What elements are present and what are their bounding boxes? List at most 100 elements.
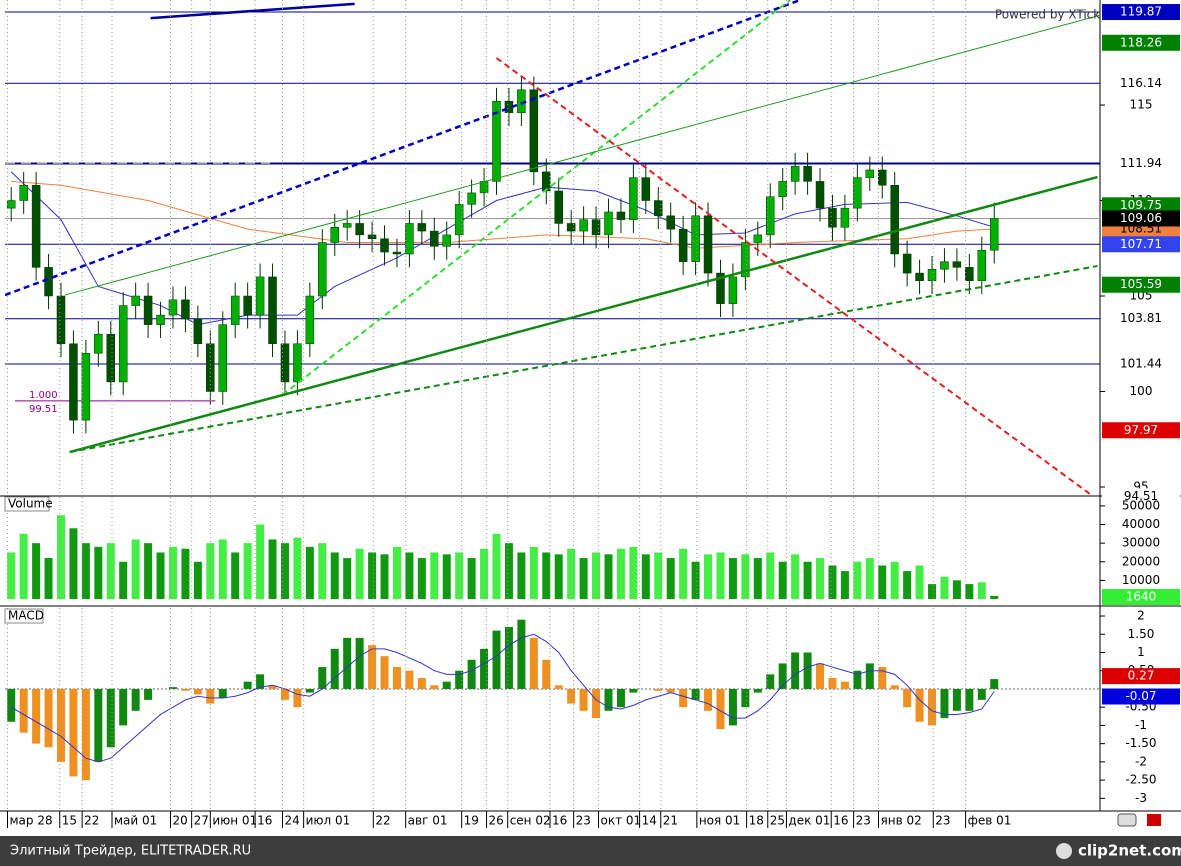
price-label-box [1102,236,1180,253]
footer-left: Элитный Трейдер, ELITETRADER.RU [10,844,251,859]
macd-bar [766,674,775,689]
x-tick-label: 25 [770,814,785,828]
candle-body [691,215,700,262]
y-tick-label: -3 [1135,791,1147,805]
price-label: 109.75 [1120,198,1162,212]
macd-bar [32,688,41,744]
volume-bar [368,552,377,599]
x-tick-label: сен 02 [510,814,551,828]
x-tick-label: ноя 01 [699,814,741,828]
volume-bar [679,548,688,599]
volume-bar [853,561,862,599]
macd-bar [517,619,526,689]
candle-body [19,184,28,201]
macd-bar [56,688,65,762]
volume-bar [903,571,912,599]
volume-bar [766,552,775,599]
macd-bar [753,688,762,693]
price-label: 105.59 [1120,277,1162,291]
candle-body [766,196,775,236]
price-label-box [1102,310,1180,327]
price-label-box [1102,197,1180,214]
macd-bar [181,688,190,691]
macd-bar [256,674,265,689]
volume-bar [604,554,613,599]
macd-bar [380,656,389,689]
candle-body [927,269,937,281]
volume-bar [330,552,339,599]
macd-bar [816,663,825,689]
x-tick-label: 23 [856,814,871,828]
candle-body [367,234,377,239]
y-tick-label: 2 [1137,609,1145,623]
candle-body [6,200,16,209]
y-tick-label: 40000 [1122,517,1160,531]
price-label-box [1102,422,1180,439]
volume-bar [791,554,800,599]
toolbar-button[interactable] [1117,813,1137,827]
x-tick-label: авг 01 [408,814,448,828]
volume-bar [392,546,401,599]
trend-line [69,265,1098,454]
candle-body [305,295,315,345]
volume-bar [144,543,153,599]
x-tick-label: 19 [464,814,479,828]
price-label: 94.51 [1124,489,1158,503]
price-label: -0.07 [1125,689,1156,703]
macd-bar [19,688,28,733]
candle-body [131,295,140,306]
candle-body [268,276,277,345]
macd-bar [305,688,314,693]
macd-bar [679,688,688,708]
x-tick-label: июл 01 [306,814,351,828]
x-tick-label: 26 [489,814,504,828]
macd-bar [81,688,90,781]
macd-bar [828,678,837,689]
volume-bar [280,543,289,599]
macd-bar [280,688,289,700]
volume-bar [952,580,961,599]
y-tick-label: 1 [1137,645,1145,659]
price-label-box [1102,688,1180,705]
x-tick-label: дек 01 [788,814,830,828]
candle-body [181,299,190,320]
volume-bar [691,561,700,599]
volume-bar [666,558,675,599]
volume-bar [803,561,812,599]
macd-bar [691,688,700,700]
x-tick-label: 20 [172,814,187,828]
trend-line [5,0,801,297]
volume-bar [504,543,513,599]
y-tick-label: 1.50 [1128,627,1155,641]
candle-body [728,276,738,304]
volume-bar [579,558,588,599]
macd-bar [778,663,787,689]
volume-bar [641,554,650,599]
toolbar-button[interactable] [1147,814,1161,826]
macd-bar [417,678,426,689]
macd-bar [654,688,663,691]
volume-bar [965,584,974,599]
panel-title: MACD [8,609,44,623]
candle-body [989,218,999,251]
volume-bar [442,554,451,599]
logo-icon [1056,843,1072,859]
macd-bar [791,652,800,689]
macd-bar [616,688,625,708]
macd-bar [853,670,862,689]
candle-body [156,314,165,325]
x-tick-label: фев 01 [968,814,1012,828]
volume-bar [81,543,90,599]
volume-bar [654,552,663,599]
macd-bar [977,688,986,700]
volume-bar [156,552,165,599]
macd-bar [592,688,601,719]
volume-bar [69,528,78,599]
price-label: 103.81 [1120,311,1162,325]
price-label-box [1102,34,1180,51]
candle-body [666,215,675,230]
price-label: 111.94 [1120,156,1162,170]
macd-bar [119,688,128,726]
